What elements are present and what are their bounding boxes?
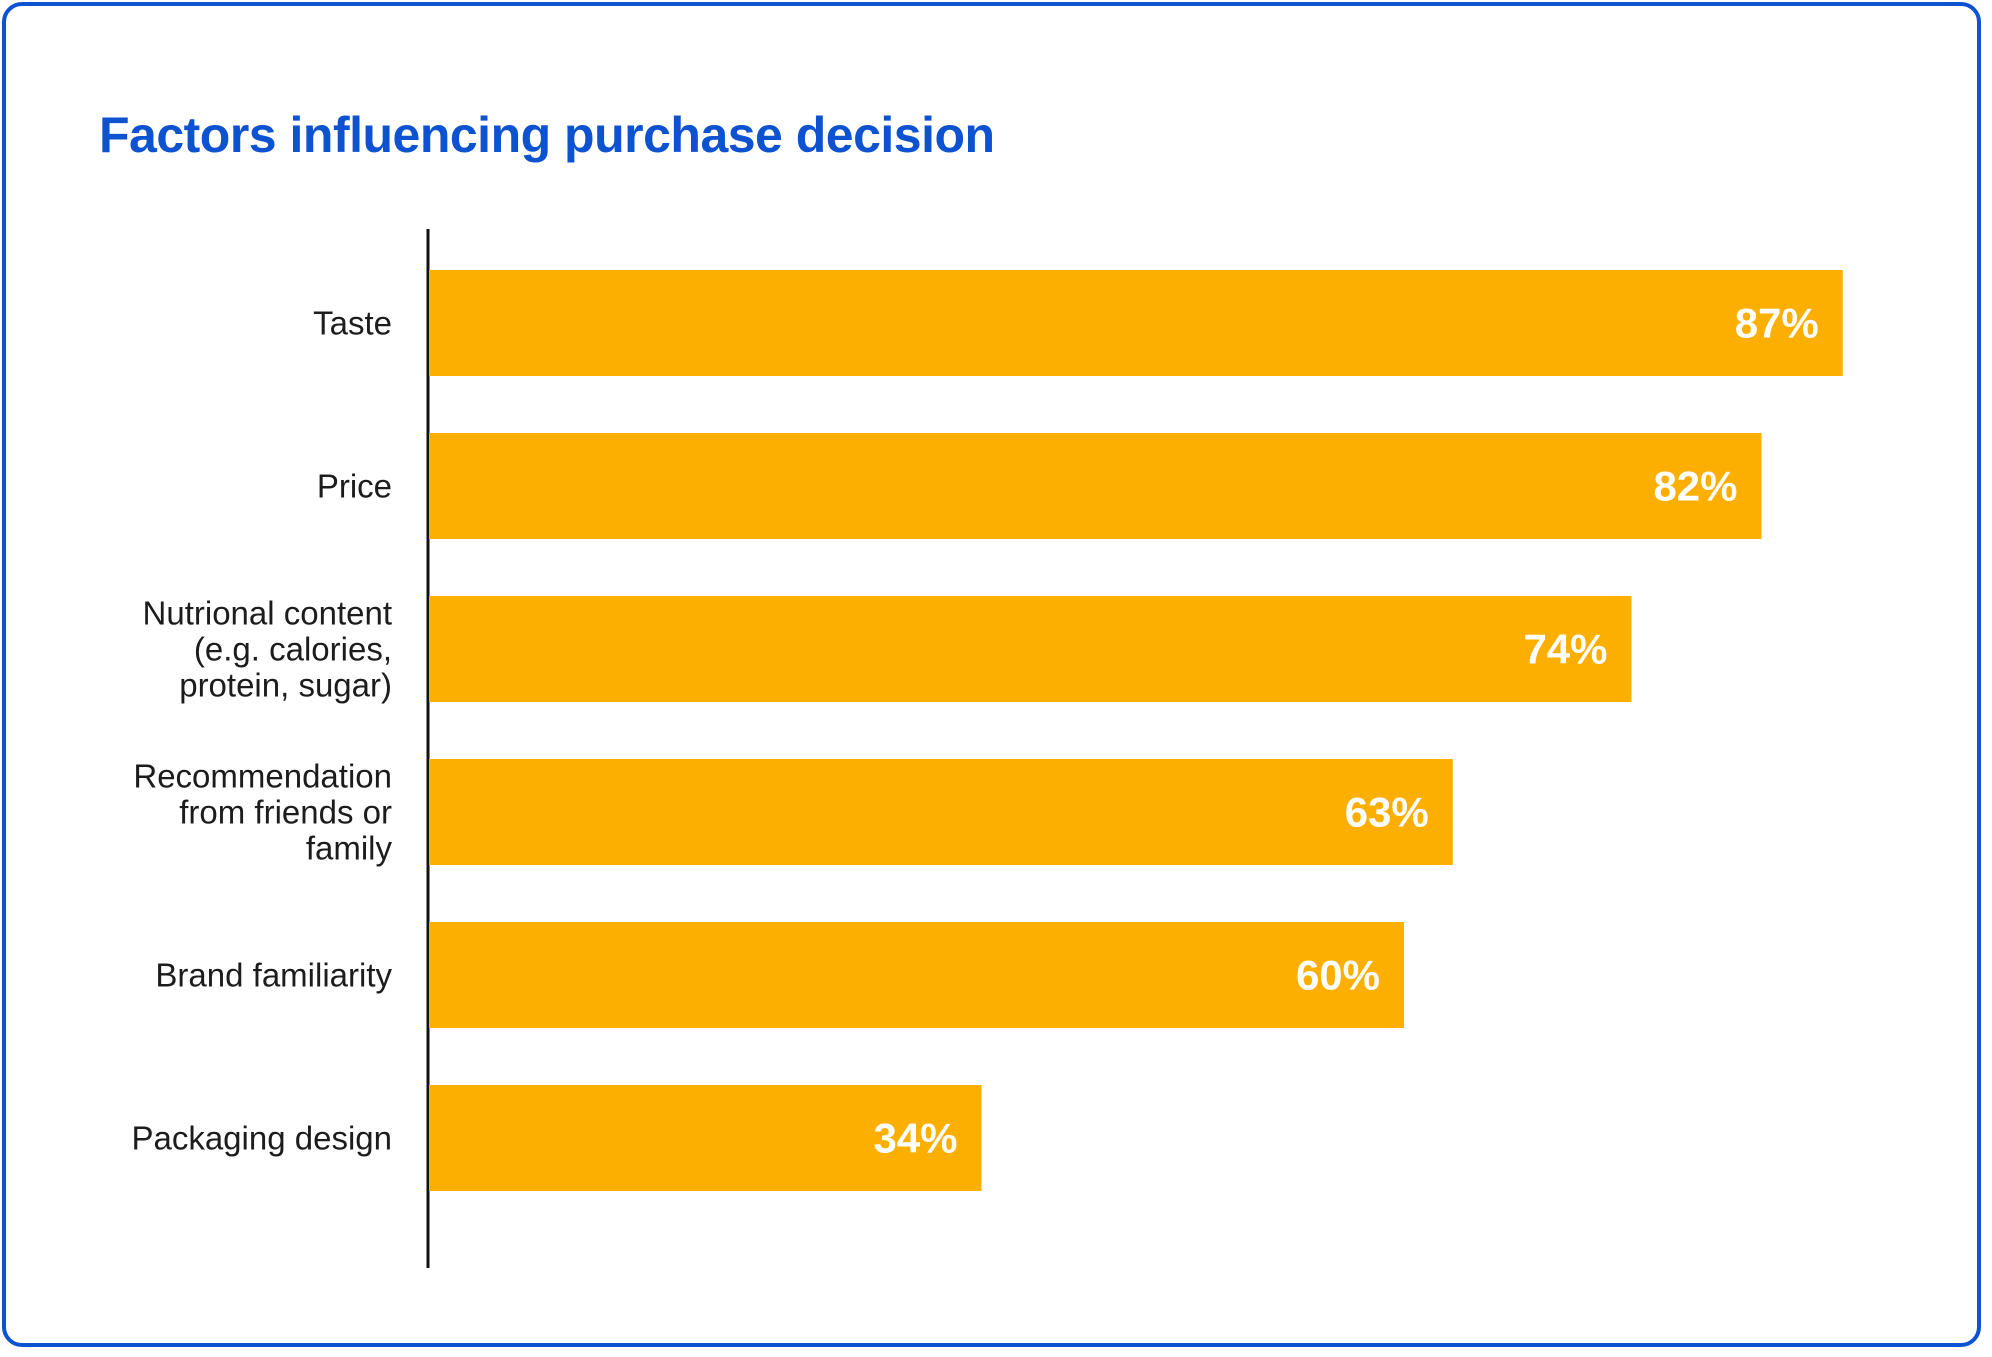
category-label-line: Taste (313, 305, 392, 342)
category-label-line: family (306, 830, 393, 867)
category-label-line: protein, sugar) (179, 667, 392, 704)
bars-layer: 87% 82% 74% 63% 60% 34% (429, 270, 1843, 1191)
category-label-3: Recommendation from friends or family (133, 758, 392, 867)
category-label-line: Price (317, 468, 392, 505)
value-label-4: 60% (1296, 952, 1380, 999)
bar-0 (429, 270, 1843, 376)
bar-5 (429, 1085, 982, 1191)
category-label-4: Brand familiarity (155, 957, 392, 994)
value-label-2: 74% (1523, 626, 1607, 673)
category-label-line: (e.g. calories, (194, 631, 392, 668)
value-label-0: 87% (1735, 300, 1819, 347)
category-label-2: Nutrional content (e.g. calories, protein,… (143, 595, 392, 704)
category-label-1: Price (317, 468, 392, 505)
bar-4 (429, 922, 1404, 1028)
category-label-line: Nutrional content (143, 595, 392, 632)
category-label-line: Brand familiarity (155, 957, 392, 994)
category-label-5: Packaging design (131, 1120, 392, 1157)
value-label-1: 82% (1653, 463, 1737, 510)
category-label-line: from friends or (179, 794, 392, 831)
value-label-3: 63% (1345, 789, 1429, 836)
category-label-line: Packaging design (131, 1120, 392, 1157)
category-label-0: Taste (313, 305, 392, 342)
bar-chart: 87% 82% 74% 63% 60% 34% Taste Price Nutrional c… (131, 229, 1843, 1268)
category-label-line: Recommendation (133, 758, 392, 795)
bar-3 (429, 759, 1453, 865)
value-label-5: 34% (873, 1115, 957, 1162)
chart-title: Factors influencing purchase decision (99, 107, 995, 163)
bar-2 (429, 596, 1632, 702)
category-labels-layer: Taste Price Nutrional content (e.g. calorie… (131, 305, 392, 1157)
bar-1 (429, 433, 1762, 539)
